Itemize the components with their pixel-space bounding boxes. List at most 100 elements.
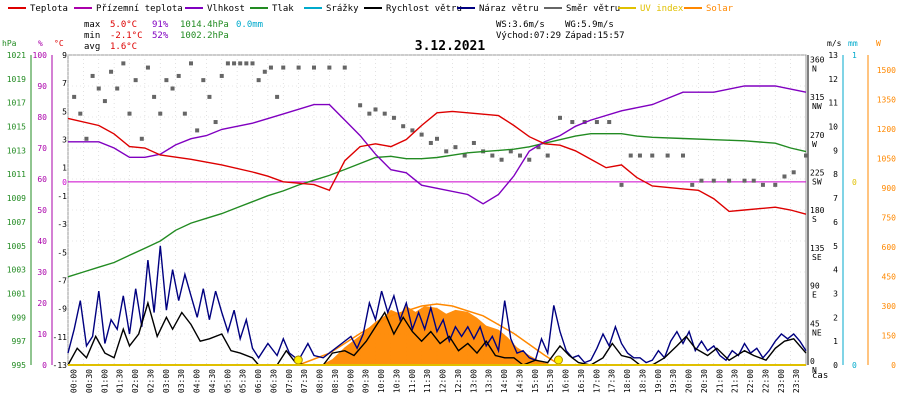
point-sm-r-v-tru: [189, 61, 193, 66]
tick-temp: -3: [57, 220, 67, 229]
point-sm-r-v-tru: [182, 111, 187, 116]
tick-temp: 3: [62, 136, 67, 145]
tick-x: 06:30: [269, 369, 278, 393]
tick-ms: 12: [828, 75, 838, 84]
tick-x: 13:00: [469, 369, 478, 393]
point-sm-r-v-tru: [373, 107, 378, 112]
tick-temp-zero: 0: [62, 178, 67, 187]
tick-x: 08:00: [316, 369, 325, 393]
tick-dir-label: SE: [812, 253, 822, 262]
tick-dir-label: N: [812, 366, 817, 375]
stat-min-label: min: [84, 31, 100, 41]
tick-temp: 1: [62, 164, 67, 173]
tick-pct: 90: [37, 82, 47, 91]
tick-pct: 10: [37, 330, 47, 339]
point-sm-r-v-tru: [281, 65, 286, 70]
point-sm-r-v-tru: [681, 153, 685, 158]
stat-max-label: max: [84, 20, 101, 30]
tick-hpa: 1007: [7, 218, 26, 227]
tick-x: 21:00: [715, 369, 724, 393]
tick-ms: 2: [833, 313, 838, 322]
point-sm-r-v-tru: [699, 178, 704, 183]
point-sm-r-v-tru: [462, 153, 467, 158]
point-sm-r-v-tru: [791, 170, 796, 175]
tick-ms: 8: [833, 170, 838, 179]
tick-x: 21:30: [731, 369, 740, 393]
point-sm-r-v-tru: [84, 136, 89, 141]
tick-x: 09:00: [346, 369, 355, 393]
tick-x: 03:00: [162, 369, 171, 393]
stats-block: max 5.0°C 91% 1014.4hPa 0.0mm min -2.1°C 52% 100…: [84, 20, 625, 52]
tick-dir-label: N: [812, 64, 817, 73]
info-sunrise: Východ:07:29: [496, 31, 561, 41]
legend-label: Tlak: [272, 4, 294, 14]
legend-label: Rychlost větru: [386, 4, 462, 14]
tick-x: 01:00: [100, 369, 109, 393]
tick-x: 23:30: [792, 369, 801, 393]
tick-x: 19:00: [654, 369, 663, 393]
tick-ms: 5: [833, 242, 838, 251]
point-sm-r-v-tru: [219, 73, 224, 78]
tick-hpa: 1015: [7, 123, 26, 132]
point-sm-r-v-tru: [471, 140, 476, 145]
tick-hpa: 997: [12, 337, 27, 346]
tick-ms: 3: [833, 289, 838, 298]
point-sm-r-v-tru: [536, 145, 541, 150]
point-sm-r-v-tru: [382, 111, 387, 116]
point-sm-r-v-tru: [127, 111, 132, 116]
tick-x: 18:00: [623, 369, 632, 393]
point-sm-r-v-tru: [558, 115, 562, 120]
tick-ms: 11: [828, 99, 838, 108]
stat-max-temp: 5.0°C: [110, 20, 137, 30]
tick-w: 150: [882, 331, 897, 340]
tick-temp: 9: [62, 51, 67, 60]
point-sm-r-v-tru: [201, 78, 206, 83]
axis-unit-hpa: hPa: [2, 39, 17, 48]
point-sm-r-v-tru: [176, 73, 181, 78]
tick-hpa: 1003: [7, 266, 26, 275]
tick-x: 11:30: [423, 369, 432, 393]
tick-dir-label: S: [812, 215, 817, 224]
point-sm-r-v-tru: [78, 111, 83, 116]
series-solar-max: [298, 303, 561, 366]
tick-x: 07:00: [285, 369, 294, 393]
legend-label: Teplota: [30, 4, 68, 14]
tick-pct: 60: [37, 175, 47, 184]
tick-x: 17:00: [592, 369, 601, 393]
point-sm-r-v-tru: [133, 78, 138, 83]
point-sm-r-v-tru: [782, 174, 787, 179]
legend-label: Směr větru: [566, 4, 620, 14]
tick-hpa: 1017: [7, 99, 26, 108]
point-sm-r-v-tru: [102, 99, 107, 104]
tick-temp: -7: [57, 276, 67, 285]
series-rychlost-v-tru: [67, 300, 807, 366]
point-sm-r-v-tru: [367, 111, 372, 116]
tick-hpa: 1013: [7, 146, 26, 155]
series-vlhkost: [68, 85, 807, 205]
point-sm-r-v-tru: [225, 61, 230, 66]
tick-dir: 180: [810, 206, 825, 215]
tick-ms: 9: [833, 146, 838, 155]
legend-label: Srážky: [326, 4, 359, 14]
tick-w: 300: [882, 302, 897, 311]
tick-mm: 0: [852, 361, 857, 370]
marker-východ: [293, 355, 303, 365]
tick-x: 17:30: [608, 369, 617, 393]
legend-label: Náraz větru: [479, 4, 539, 14]
tick-x: 15:00: [531, 369, 540, 393]
tick-hpa: 1021: [7, 51, 26, 60]
point-sm-r-v-tru: [207, 94, 212, 99]
point-sm-r-v-tru: [296, 65, 301, 70]
tick-w: 600: [882, 243, 897, 252]
tick-x: 14:00: [500, 369, 509, 393]
tick-ms: 1: [833, 337, 838, 346]
point-sm-r-v-tru: [490, 153, 495, 158]
point-sm-r-v-tru: [256, 78, 261, 83]
point-sm-r-v-tru: [401, 124, 406, 129]
point-sm-r-v-tru: [152, 94, 157, 99]
tick-x: 22:30: [761, 369, 770, 393]
tick-x: 09:30: [362, 369, 371, 393]
point-sm-r-v-tru: [760, 182, 765, 187]
info-sunset: Západ:15:57: [565, 31, 625, 41]
point-sm-r-v-tru: [232, 61, 237, 66]
